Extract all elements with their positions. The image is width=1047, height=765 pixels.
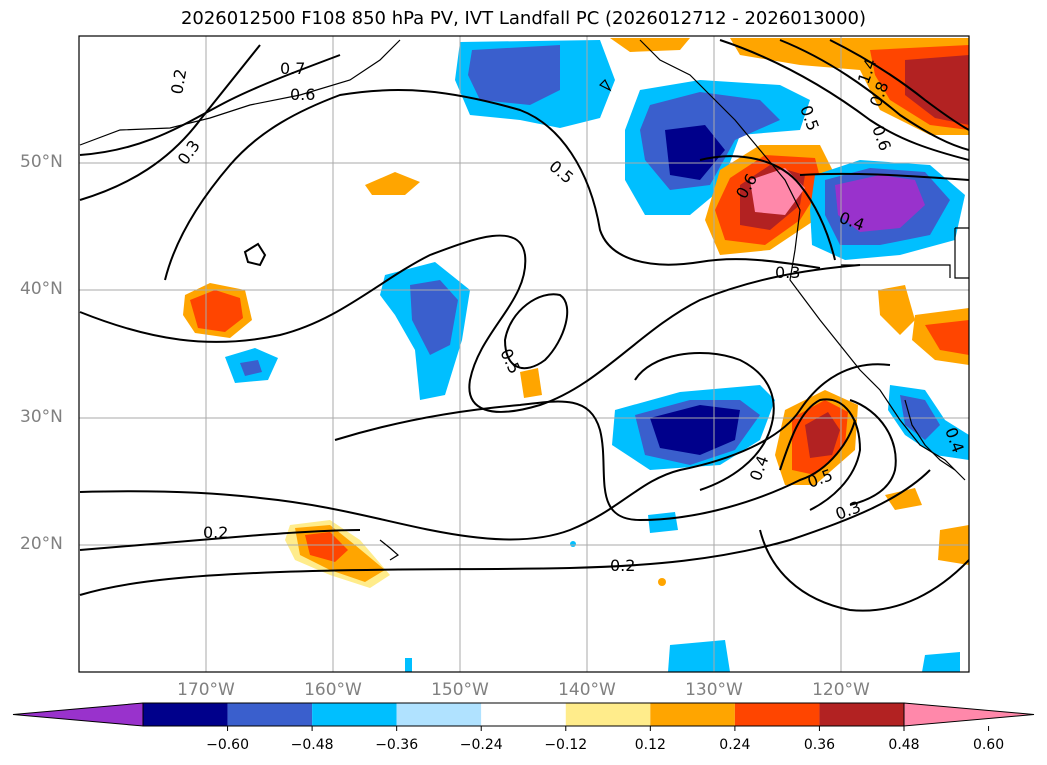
- colorbar-extend-low: [12, 702, 144, 727]
- colorbar-segment: [312, 703, 397, 726]
- colorbar-frame: [142, 702, 905, 727]
- colorbar-segment: [734, 703, 820, 726]
- coastlines: [79, 39, 969, 561]
- colorbar-extend-high: [903, 702, 1035, 727]
- colorbar-tick-label: 0.48: [888, 737, 920, 753]
- map-panel: 0.2 0.3 0.7 0.6 0.5 0.5 0.5 0.6 0.4 0.3 …: [78, 35, 970, 673]
- lat-label-20n: 20°N: [20, 534, 63, 554]
- map-title: 2026012500 F108 850 hPa PV, IVT Landfall…: [180, 8, 867, 29]
- lon-label-140w: 140°W: [558, 680, 616, 700]
- colorbar-segment: [227, 703, 313, 726]
- colorbar-segment: [565, 703, 651, 726]
- contour-label: 0.2: [167, 67, 190, 95]
- pv-contours: [79, 39, 969, 612]
- colorbar-tick-label: −0.36: [375, 737, 419, 753]
- colorbar-tick-label: 0.24: [719, 737, 751, 753]
- lon-label-150w: 150°W: [431, 680, 489, 700]
- colorbar-tick-label: 0.60: [972, 737, 1005, 753]
- contour-label: 0.3: [775, 263, 800, 282]
- colorbar-segment: [819, 703, 904, 726]
- lon-label-160w: 160°W: [304, 680, 362, 700]
- lat-label-40n: 40°N: [20, 279, 63, 299]
- colorbar-tick-label: 0.12: [634, 737, 666, 753]
- colorbar-segment: [481, 703, 566, 726]
- lat-label-30n: 30°N: [20, 407, 63, 427]
- colorbar-tick-label: −0.60: [206, 737, 249, 753]
- lon-label-130w: 130°W: [685, 680, 743, 700]
- map-frame: [78, 35, 970, 673]
- colorbar-segment: [650, 703, 735, 726]
- colorbar-tick-label: 0.36: [803, 737, 836, 753]
- colorbar-segment: [143, 703, 228, 726]
- colorbar-tick-label: −0.24: [459, 737, 503, 753]
- map-gridlines: [79, 36, 969, 672]
- lon-label-120w: 120°W: [812, 680, 870, 700]
- contour-label: 0.6: [290, 85, 315, 104]
- contour-label: 0.2: [203, 523, 228, 542]
- contour-label: 0.7: [280, 59, 305, 78]
- lat-label-50n: 50°N: [20, 152, 63, 172]
- colorbar-tick-label: −0.12: [544, 737, 588, 753]
- colorbar-tick-label: −0.48: [290, 737, 334, 753]
- lon-label-170w: 170°W: [177, 680, 235, 700]
- contour-label: 0.2: [610, 556, 635, 575]
- shaded-pv-field: [183, 38, 969, 672]
- colorbar-segment: [396, 703, 482, 726]
